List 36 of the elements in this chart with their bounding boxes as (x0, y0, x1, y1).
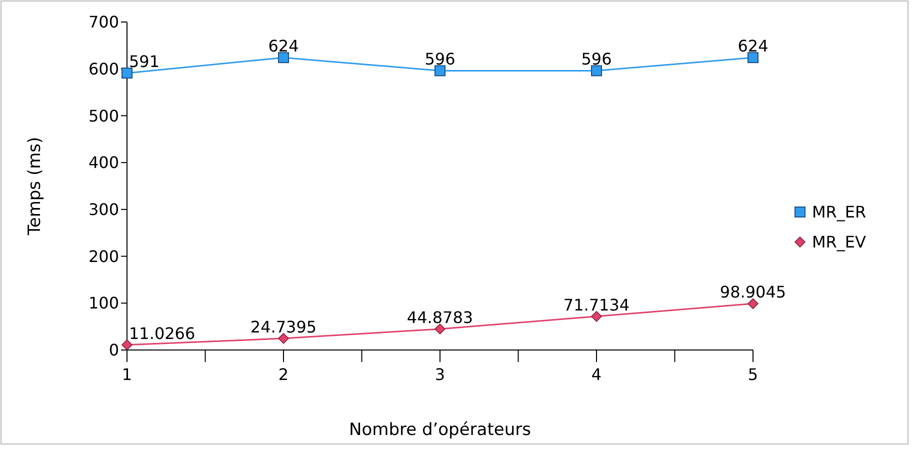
point (748, 298, 758, 310)
point (591, 310, 602, 322)
point (122, 68, 132, 79)
data-label: 24.7395 (250, 317, 317, 336)
data-label: 11.0266 (129, 324, 196, 343)
data-label: 591 (129, 52, 160, 72)
data-label: 596 (581, 50, 612, 69)
y-tick-label: 200 (88, 246, 119, 266)
x-axis-title: Nombre d’opérateurs (349, 420, 532, 440)
y-tick-label: 300 (88, 200, 119, 220)
data-label: 98.9045 (720, 282, 786, 302)
data-label: 71.7134 (563, 295, 630, 314)
point (278, 333, 289, 344)
y-tick-label: 500 (88, 106, 119, 126)
y-axis-title: Temps (ms) (25, 136, 45, 236)
point (278, 52, 289, 64)
y-tick-label: 400 (88, 153, 119, 172)
point (434, 324, 446, 334)
point (434, 65, 446, 76)
x-tick-label: 4 (591, 365, 602, 384)
point (591, 65, 602, 76)
x-tick-label: 5 (748, 365, 758, 384)
legend-label: MR_EV (812, 232, 866, 252)
x-tick-label: 2 (278, 365, 289, 384)
point (748, 52, 758, 64)
y-tick-label: 0 (108, 340, 119, 360)
legend-label: MR_ER (812, 202, 866, 222)
data-label: 624 (738, 36, 768, 56)
data-label: 624 (268, 36, 299, 56)
data-label: 44.8783 (406, 308, 474, 327)
x-tick-label: 3 (434, 365, 446, 384)
y-tick-label: 100 (88, 294, 119, 313)
data-label: 596 (424, 50, 456, 69)
x-tick-label: 1 (122, 365, 132, 384)
y-tick-label: 700 (88, 12, 119, 32)
y-tick-label: 600 (88, 59, 119, 78)
